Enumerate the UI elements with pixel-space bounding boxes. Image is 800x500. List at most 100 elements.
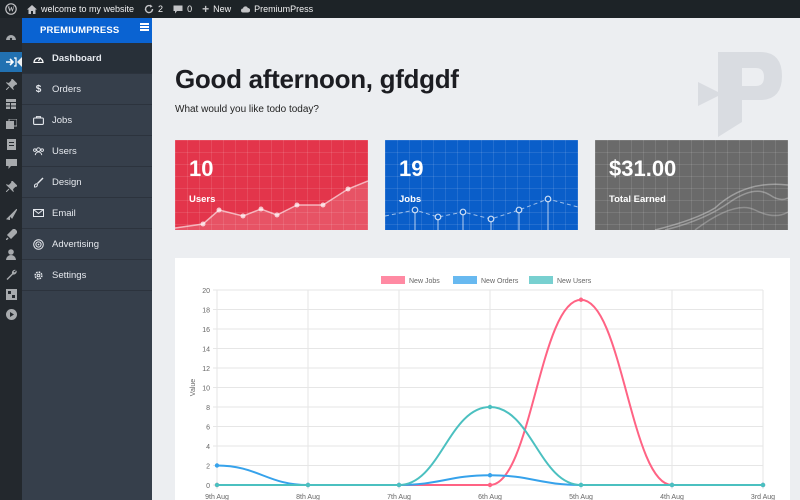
wordpress-logo-icon[interactable]: W <box>0 0 22 18</box>
settings-menu-icon[interactable] <box>0 284 22 304</box>
y-tick-label: 12 <box>202 366 210 373</box>
users-label: Users <box>189 194 216 205</box>
plugins-icon[interactable] <box>0 224 22 244</box>
sidebar-item-label: Email <box>52 207 76 219</box>
y-tick-label: 10 <box>202 386 210 393</box>
y-tick-label: 2 <box>206 464 210 471</box>
sidebar-item-advertising[interactable]: Advertising <box>22 229 152 260</box>
sidebar-item-label: Advertising <box>52 238 99 250</box>
sidebar-item-label: Jobs <box>52 114 73 126</box>
premiumpress-label: PremiumPress <box>254 4 314 14</box>
legend-swatch <box>381 276 405 284</box>
sidebar-item-jobs[interactable]: Jobs <box>22 105 152 136</box>
grid-icon[interactable] <box>0 94 22 114</box>
sidebar-item-dashboard[interactable]: Dashboard <box>22 43 152 74</box>
y-tick-label: 18 <box>202 308 210 315</box>
legend-swatch <box>529 276 553 284</box>
site-name: welcome to my website <box>41 4 135 14</box>
plus-icon: + <box>202 2 210 16</box>
total-earned-value: $31.00 <box>609 156 677 181</box>
x-tick-label: 3rd Aug <box>751 494 775 500</box>
sidebar-item-settings[interactable]: Settings <box>22 260 152 291</box>
sidebar-item-label: Dashboard <box>52 52 102 64</box>
data-point <box>487 404 493 410</box>
earnings-wave-graphic <box>654 183 788 230</box>
total-earned-stat-card[interactable]: $31.00 Total Earned <box>595 140 788 230</box>
activity-line-chart: 0 2 4 6 8 10 12 14 16 18 20 9th Aug 8th Aug 7th Aug 6t… <box>190 276 775 500</box>
y-tick-label: 6 <box>206 425 210 432</box>
legend-label: New Users <box>557 278 592 285</box>
wp-admin-menu <box>0 18 22 500</box>
updates-link[interactable]: 2 <box>139 0 168 18</box>
sidebar-item-label: Settings <box>52 269 87 281</box>
comment-icon <box>173 5 183 13</box>
sidebar-item-label: Users <box>52 145 77 157</box>
data-point <box>669 482 675 488</box>
jobs-sparkline <box>385 195 578 230</box>
sidebar-item-design[interactable]: Design <box>22 167 152 198</box>
x-tick-label: 8th Aug <box>296 494 320 500</box>
dashboard-icon <box>33 53 44 64</box>
comments-link[interactable]: 0 <box>168 0 197 18</box>
new-label: New <box>213 4 232 14</box>
pin-icon[interactable] <box>0 74 22 94</box>
pages-icon[interactable] <box>0 134 22 154</box>
brush-icon <box>33 177 44 188</box>
users-icon <box>33 146 44 157</box>
jobs-count: 19 <box>399 156 424 181</box>
legend-label: New Orders <box>481 278 519 285</box>
briefcase-icon <box>33 115 44 126</box>
updates-count: 2 <box>158 4 164 14</box>
premiumpress-sidebar: PREMIUMPRESS Dashboard $ Orders Jobs Use… <box>22 18 152 500</box>
site-name-link[interactable]: welcome to my website <box>22 0 139 18</box>
data-point <box>214 482 220 488</box>
x-tick-label: 4th Aug <box>660 494 684 500</box>
x-tick-label: 7th Aug <box>387 494 411 500</box>
comments-count: 0 <box>187 4 193 14</box>
y-tick-label: 4 <box>206 444 210 451</box>
data-point <box>760 482 766 488</box>
sidebar-item-orders[interactable]: $ Orders <box>22 74 152 105</box>
sidebar-item-users[interactable]: Users <box>22 136 152 167</box>
main-content: Good afternoon, gfdgdf What would you li… <box>152 18 800 500</box>
users-sparkline <box>175 180 368 230</box>
premiumpress-watermark-icon <box>698 52 782 137</box>
svg-text:W: W <box>8 6 15 14</box>
target-icon <box>33 238 44 250</box>
premiumpress-menu-icon[interactable] <box>0 52 22 72</box>
users-stat-card[interactable]: 10 Users <box>175 140 368 230</box>
premiumpress-logo[interactable]: PREMIUMPRESS <box>22 18 152 43</box>
admin-bar: W welcome to my website 2 0 + New Premiu… <box>0 0 800 18</box>
logo-text: PREMIUMPRESS <box>40 25 120 36</box>
data-point <box>487 482 493 488</box>
sidebar-item-email[interactable]: Email <box>22 198 152 229</box>
cloud-icon <box>241 5 251 12</box>
y-tick-label: 14 <box>202 347 210 354</box>
data-point <box>214 463 220 468</box>
x-tick-label: 9th Aug <box>205 494 229 500</box>
premiumpress-link[interactable]: PremiumPress <box>236 0 318 18</box>
appearance-brush-icon[interactable] <box>0 204 22 224</box>
data-point <box>396 482 402 488</box>
tools-wrench-icon[interactable] <box>0 264 22 284</box>
play-circle-icon[interactable] <box>0 304 22 324</box>
data-point <box>305 482 311 488</box>
comments-menu-icon[interactable] <box>0 154 22 174</box>
media-icon[interactable] <box>0 114 22 134</box>
jobs-label: Jobs <box>399 194 422 205</box>
data-point <box>578 482 584 488</box>
legend-swatch <box>453 276 477 284</box>
y-tick-label: 0 <box>206 483 210 490</box>
users-count: 10 <box>189 156 214 181</box>
hamburger-menu-icon[interactable] <box>140 23 149 31</box>
dashboard-gauge-icon[interactable] <box>0 26 22 46</box>
x-tick-label: 5th Aug <box>569 494 593 500</box>
envelope-icon <box>33 208 44 219</box>
pin-icon-2[interactable] <box>0 176 22 196</box>
new-content-link[interactable]: + New <box>197 0 236 18</box>
sidebar-item-label: Design <box>52 176 82 188</box>
jobs-stat-card[interactable]: 19 Jobs <box>385 140 578 230</box>
legend-label: New Jobs <box>409 278 440 285</box>
x-tick-label: 6th Aug <box>478 494 502 500</box>
users-menu-icon[interactable] <box>0 244 22 264</box>
